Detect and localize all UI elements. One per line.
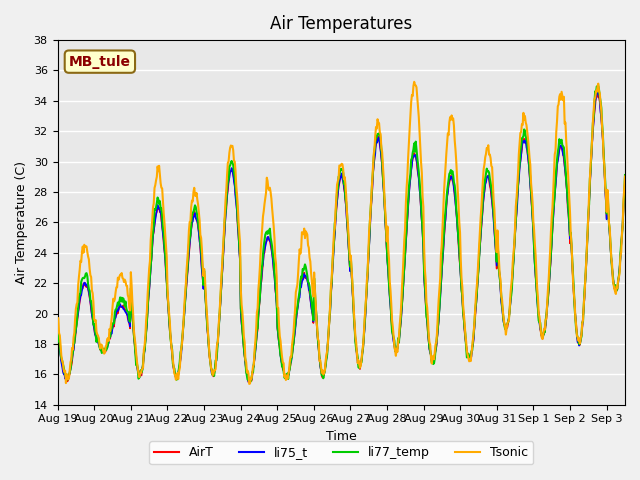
AirT — [133, 363, 141, 369]
li75_t — [245, 379, 253, 385]
li77_temp — [476, 253, 483, 259]
Title: Air Temperatures: Air Temperatures — [270, 15, 412, 33]
li75_t — [461, 335, 469, 341]
Tsonic — [462, 338, 470, 344]
Tsonic — [410, 79, 418, 84]
li77_temp — [595, 83, 602, 89]
li75_t — [318, 371, 326, 377]
li77_temp — [54, 328, 61, 334]
AirT — [56, 344, 63, 350]
Legend: AirT, li75_t, li77_temp, Tsonic: AirT, li75_t, li77_temp, Tsonic — [149, 441, 533, 464]
li77_temp — [56, 338, 63, 344]
li75_t — [56, 348, 63, 353]
AirT — [296, 285, 304, 291]
AirT — [244, 379, 252, 385]
li75_t — [54, 327, 61, 333]
Line: li77_temp: li77_temp — [58, 86, 625, 382]
li75_t — [133, 363, 141, 369]
Tsonic — [476, 227, 484, 233]
li75_t — [621, 180, 629, 186]
Line: AirT: AirT — [58, 91, 625, 382]
AirT — [318, 373, 326, 379]
Tsonic — [296, 251, 304, 256]
AirT — [54, 327, 61, 333]
li75_t — [594, 88, 602, 94]
Y-axis label: Air Temperature (C): Air Temperature (C) — [15, 161, 28, 284]
Tsonic — [133, 359, 141, 364]
AirT — [621, 178, 629, 183]
li77_temp — [133, 361, 141, 367]
AirT — [476, 254, 483, 260]
Text: MB_tule: MB_tule — [69, 55, 131, 69]
li75_t — [476, 255, 483, 261]
Tsonic — [245, 381, 253, 387]
Tsonic — [54, 315, 61, 321]
Line: li75_t: li75_t — [58, 91, 625, 382]
Tsonic — [318, 370, 326, 376]
AirT — [594, 88, 602, 94]
Tsonic — [56, 333, 63, 338]
li77_temp — [318, 372, 326, 378]
li77_temp — [461, 331, 469, 337]
X-axis label: Time: Time — [326, 430, 356, 443]
Line: Tsonic: Tsonic — [58, 82, 625, 384]
li77_temp — [621, 172, 629, 178]
Tsonic — [621, 174, 629, 180]
li77_temp — [296, 278, 304, 284]
AirT — [461, 336, 469, 342]
li77_temp — [246, 379, 254, 385]
li75_t — [296, 284, 304, 289]
